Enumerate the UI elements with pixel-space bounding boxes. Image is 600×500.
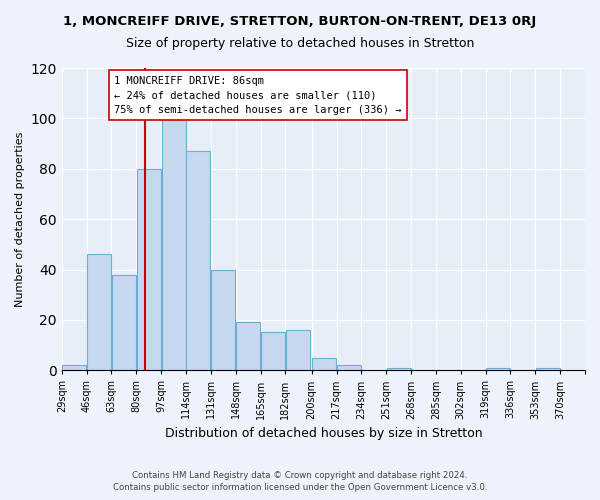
Bar	[87, 254, 111, 370]
Bar	[386, 368, 410, 370]
Text: Contains HM Land Registry data © Crown copyright and database right 2024.
Contai: Contains HM Land Registry data © Crown c…	[113, 471, 487, 492]
Bar	[62, 365, 86, 370]
Bar	[536, 368, 560, 370]
Bar	[161, 118, 185, 370]
Bar	[137, 169, 161, 370]
Bar	[261, 332, 285, 370]
Text: 1, MONCREIFF DRIVE, STRETTON, BURTON-ON-TRENT, DE13 0RJ: 1, MONCREIFF DRIVE, STRETTON, BURTON-ON-…	[64, 15, 536, 28]
Bar	[236, 322, 260, 370]
Bar	[112, 274, 136, 370]
Bar	[337, 365, 361, 370]
Bar	[211, 270, 235, 370]
Y-axis label: Number of detached properties: Number of detached properties	[15, 132, 25, 307]
Bar	[286, 330, 310, 370]
Bar	[312, 358, 336, 370]
Text: 1 MONCREIFF DRIVE: 86sqm
← 24% of detached houses are smaller (110)
75% of semi-: 1 MONCREIFF DRIVE: 86sqm ← 24% of detach…	[115, 76, 402, 115]
Text: Size of property relative to detached houses in Stretton: Size of property relative to detached ho…	[126, 38, 474, 51]
X-axis label: Distribution of detached houses by size in Stretton: Distribution of detached houses by size …	[164, 427, 482, 440]
Bar	[486, 368, 510, 370]
Bar	[187, 151, 211, 370]
